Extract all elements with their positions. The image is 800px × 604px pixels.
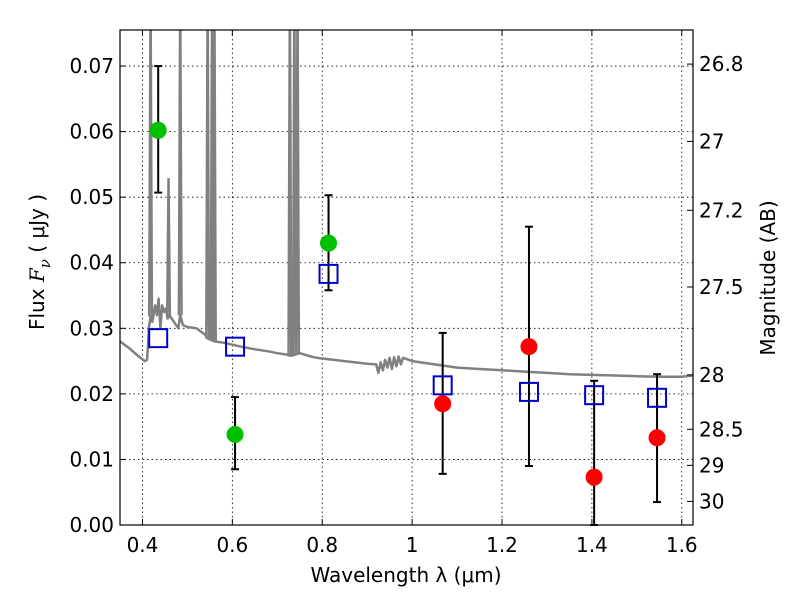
model-photometry-point [432,375,453,396]
model-photometry-point [225,336,246,357]
x-axis-label: Wavelength λ (μm) [310,563,501,587]
y-tick-label: 0.05 [69,185,114,209]
emission-line [287,30,293,356]
emission-line [211,30,217,342]
y-tick-label: 0.07 [69,54,114,78]
data-markers [148,121,668,486]
y2-tick-label: 27.5 [699,275,744,299]
x-tick-label: 0.6 [216,533,248,557]
infrared-bands-point [520,338,538,356]
y2-tick-label: 28.5 [699,417,744,441]
infrared-bands-point [585,468,603,486]
y-tick-label: 0.03 [69,316,114,340]
y2-tick-label: 30 [699,489,724,513]
model-photometry-point [647,387,668,408]
y-axis-label-var: F [25,267,49,283]
x-tick-label: 1 [406,533,419,557]
y-axis-label-unit: ( μJy ) [25,194,49,259]
emission-line [147,30,154,317]
x-tick-label: 1.4 [576,533,608,557]
y-tick-label: 0.02 [69,382,114,406]
infrared-bands-point [648,429,666,447]
y2-tick-label: 26.8 [699,52,744,76]
emission-line [294,30,301,354]
x-tick-label: 0.8 [306,533,338,557]
plot-frame [119,29,694,526]
y-tick-label: 0.04 [69,251,114,275]
detected-bands-point [226,426,244,444]
model-photometry-point [148,328,169,349]
y-axis-label-prefix: Flux [25,282,49,330]
x-tick-label: 1.6 [666,533,698,557]
y-tick-label: 0.01 [69,447,114,471]
emission-line [291,30,297,355]
emission-line [205,30,211,339]
axis-ticks [120,30,693,526]
detected-bands-point [149,121,167,139]
y-tick-label: 0.06 [69,120,114,144]
y2-tick-label: 28 [699,363,724,387]
y2-tick-label: 27 [699,129,724,153]
infrared-bands-point [434,395,452,413]
x-tick-label: 1.2 [486,533,518,557]
y-axis-label-sub: ν [36,259,54,268]
y-tick-label: 0.00 [69,513,114,537]
y2-axis-label: Magnitude (AB) [756,200,780,355]
model-photometry-point [318,263,339,284]
x-tick-label: 0.4 [127,533,159,557]
model-photometry-point [584,385,605,406]
emission-line [165,178,172,317]
y-axis-label: Flux Fν ( μJy ) [25,194,54,330]
tick-labels: 0.4 0.6 0.8 1 1.2 1.4 1.6 0.00 0.01 0.02 0.03 0.04 0… [69,52,743,557]
emission-line [177,30,183,316]
model-photometry-point [518,381,539,402]
detected-bands-point [320,234,338,252]
y2-tick-label: 27.2 [699,198,744,222]
y2-tick-label: 29 [699,453,724,477]
